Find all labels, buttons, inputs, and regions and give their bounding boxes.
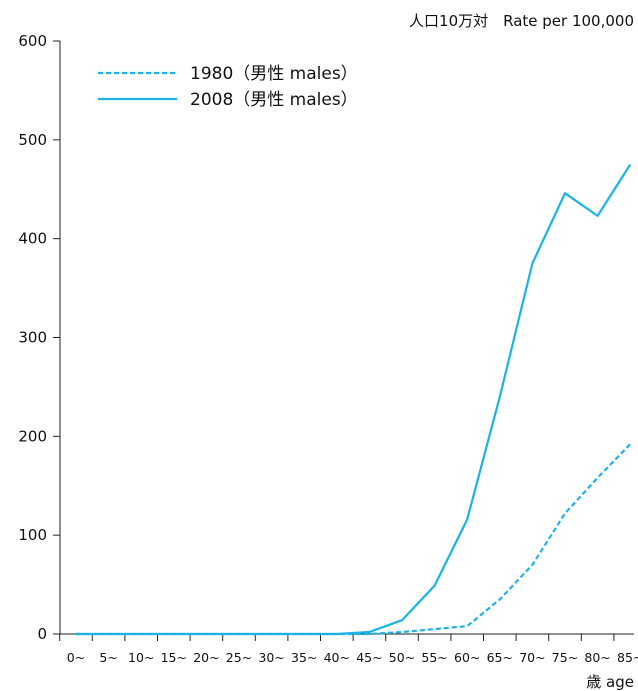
y-tick-label: 400	[18, 230, 47, 248]
x-tick-label: 40~	[324, 650, 350, 665]
legend-label-0: 1980（男性 males）	[190, 64, 358, 84]
series-line-1	[76, 163, 632, 636]
x-tick-label: 75~	[552, 650, 578, 665]
y-tick-label: 300	[18, 329, 47, 347]
x-tick-label: 35~	[291, 650, 317, 665]
x-tick-label: 65~	[487, 650, 513, 665]
y-tick-label: 0	[37, 625, 47, 643]
y-axis-ticks: 0 100 200 300 400 500 600	[18, 32, 60, 643]
x-tick-label: 15~	[161, 650, 187, 665]
x-tick-label: 50~	[389, 650, 415, 665]
x-tick-label: 60~	[454, 650, 480, 665]
series-line-0	[76, 443, 631, 636]
x-axis-title: 歳 age	[586, 673, 634, 691]
y-tick-label: 100	[18, 526, 47, 544]
x-axis-ticks: 0~ 5~ 10~ 15~ 20~ 25~ 30~ 35~ 40~ 45~ 50~ 55~ 60~ 65~…	[59, 634, 638, 665]
x-tick-label: 55~	[421, 650, 447, 665]
x-tick-label: 20~	[193, 650, 219, 665]
series-layer	[75, 163, 632, 636]
x-tick-label: 5~	[99, 650, 117, 665]
x-tick-label: 30~	[258, 650, 284, 665]
y-axis-title: 人口10万対 Rate per 100,000	[409, 12, 634, 30]
x-tick-label: 45~	[356, 650, 382, 665]
x-tick-label: 0~	[67, 650, 85, 665]
x-tick-label: 80~	[584, 650, 610, 665]
x-tick-label: 70~	[519, 650, 545, 665]
legend: 1980（男性 males） 2008（男性 males）	[98, 64, 358, 110]
x-tick-label: 10~	[128, 650, 154, 665]
y-tick-label: 600	[18, 32, 47, 50]
y-tick-label: 500	[18, 131, 47, 149]
legend-label-1: 2008（男性 males）	[190, 90, 358, 110]
x-tick-label: 25~	[226, 650, 252, 665]
y-tick-label: 200	[18, 427, 47, 445]
x-tick-label: 85~	[617, 650, 638, 665]
